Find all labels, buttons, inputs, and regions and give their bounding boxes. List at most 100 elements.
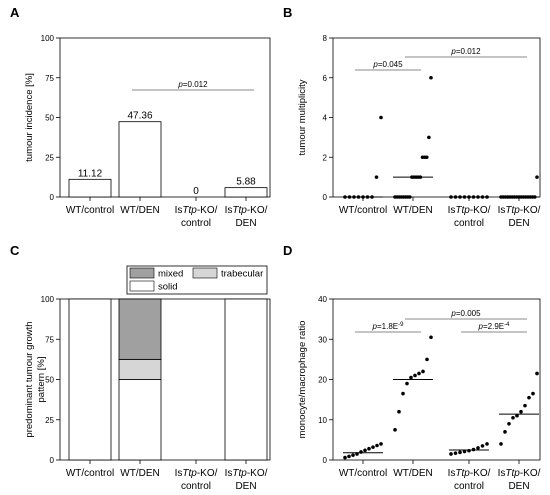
y-tick-label-c-3: 75 [45,335,54,344]
data-point-d-2-8 [485,442,489,446]
data-label-a-0: 11.12 [78,168,103,179]
legend-swatch-solid [129,280,155,292]
p-value-label-d-2: p=2.9E-4 [478,322,511,331]
data-point-d-2-1 [453,451,458,455]
y-axis-label-c-line2: pattern [%] [36,357,47,403]
data-point-d-0-6 [367,446,371,451]
panel-label-a: A [10,5,20,20]
legend-label-solid: solid [158,282,178,293]
legend-swatch-mixed [129,267,155,279]
data-point-d-1-6 [417,371,421,376]
y-tick-label-b-0: 0 [323,193,328,202]
y-axis-label-b: tumour multiplicity [297,79,308,155]
category-label-d-3: IsTtp-KO/DEN [498,468,541,492]
p-value-label-a-0: p=0.012 [177,80,208,89]
y-tick-label-b-4: 8 [323,34,328,43]
category-label-a-0: WT/control [66,205,114,216]
y-tick-label-d-4: 40 [318,295,327,304]
data-point-d-2-3 [462,449,467,454]
category-label-a-3: IsTtp-KO/DEN [225,205,268,229]
y-tick-label-c-0: 0 [50,456,55,465]
y-tick-label-c-2: 50 [45,376,54,385]
stacked-bar-c-trabecular-1 [118,358,162,380]
data-point-d-2-6 [476,446,480,450]
y-tick-label-c-4: 100 [41,295,55,304]
data-point-d-1-2 [401,391,405,396]
data-point-d-1-3 [405,381,409,386]
data-point-d-3-1 [503,430,507,434]
p-value-label-b-0: p=0.045 [372,60,403,69]
y-tick-label-b-3: 6 [323,74,328,83]
data-point-b-3-16 [535,175,539,179]
data-point-d-3-3 [511,415,515,420]
y-tick-label-d-1: 10 [318,416,327,425]
plot-frame-b [332,37,541,198]
data-point-d-2-7 [480,444,485,448]
p-value-label-d-0: p=1.8E-9 [372,322,405,331]
data-point-d-0-5 [363,448,367,453]
panel-label-b: B [283,5,292,20]
category-label-c-3: IsTtp-KO/DEN [225,468,268,492]
category-label-d-1: WT/DEN [393,468,432,479]
category-label-c-0: WT/control [66,468,114,479]
data-label-a-2: 0 [193,186,199,197]
y-tick-label-a-1: 25 [45,153,54,162]
y-tick-label-d-0: 0 [323,456,328,465]
y-tick-label-b-1: 2 [323,153,328,162]
y-tick-label-c-1: 25 [45,416,54,425]
data-point-d-2-0 [449,452,453,456]
y-axis-label-d: monocyte/macrophage ratio [297,321,308,439]
bar-a-0 [68,178,112,198]
category-label-d-0: WT/control [339,468,387,479]
data-point-d-1-8 [425,357,429,362]
data-point-d-1-5 [413,373,417,378]
data-point-d-0-8 [375,443,379,448]
data-label-a-1: 47.36 [127,111,152,122]
category-label-a-2: IsTtp-KO/control [175,205,218,229]
data-point-d-3-2 [507,421,511,426]
y-tick-label-a-3: 75 [45,74,54,83]
p-value-label-b-1: p=0.012 [450,47,481,56]
data-point-d-3-4 [515,413,519,418]
y-axis-label-c-line1: predominant tumour growth [24,321,35,437]
panel-label-d: D [283,243,292,258]
stacked-bar-c-solid-0 [68,298,112,461]
category-label-b-3: IsTtp-KO/DEN [498,205,541,229]
bar-a-3 [224,187,268,198]
data-point-b-1-17 [429,75,433,80]
data-point-b-1-7 [408,195,412,199]
bar-a-1 [118,121,162,198]
data-point-d-1-4 [409,375,413,380]
data-point-d-2-2 [458,450,462,455]
category-label-b-2: IsTtp-KO/control [448,205,491,229]
p-value-label-d-1: p=0.005 [450,309,481,318]
category-label-b-1: WT/DEN [393,205,432,216]
data-point-d-1-1 [397,409,401,414]
stacked-bar-c-mixed-1 [118,298,162,360]
y-axis-label-a: tumour incidence [%] [24,73,35,162]
category-label-a-1: WT/DEN [120,205,159,216]
legend-swatch-trabecular [192,267,218,279]
data-point-d-3-0 [499,442,503,446]
data-point-d-1-7 [421,369,425,374]
data-point-d-0-9 [379,442,383,446]
legend-label-trabecular: trabecular [221,269,263,280]
y-tick-label-a-0: 0 [50,193,55,202]
stacked-bar-c-solid-1 [118,379,162,461]
category-label-d-2: IsTtp-KO/control [448,468,491,492]
data-point-d-3-8 [531,391,535,396]
data-point-d-3-6 [523,403,527,408]
stacked-bar-c-solid-3 [224,298,268,461]
data-point-d-0-7 [371,445,375,449]
legend-label-mixed: mixed [158,269,183,280]
panel-label-c: C [10,243,20,258]
data-point-d-3-9 [535,371,539,376]
data-point-d-0-2 [351,453,355,457]
data-point-b-1-15 [424,155,429,160]
category-label-c-2: IsTtp-KO/control [175,468,218,492]
data-point-d-3-7 [527,395,531,400]
data-point-d-0-1 [347,454,351,459]
data-point-d-1-9 [429,335,433,340]
data-point-d-0-0 [343,455,347,460]
